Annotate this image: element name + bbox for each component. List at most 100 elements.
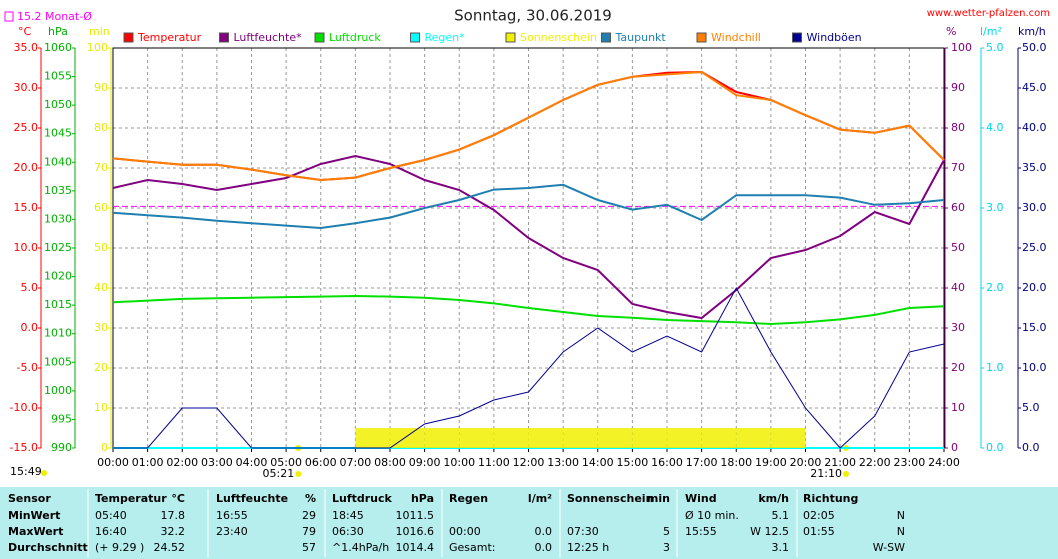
- sunshine-bar: [736, 428, 771, 448]
- legend-label: Windböen: [807, 31, 862, 44]
- table-cell: 07:30: [567, 525, 599, 538]
- x-tick-label: 14:00: [582, 456, 614, 469]
- table-cell: min: [647, 492, 670, 505]
- table-cell: 57: [302, 541, 316, 554]
- y-tick-label: 20: [951, 361, 965, 374]
- table-cell: 05:40: [95, 509, 127, 522]
- x-tick-label: 06:00: [305, 456, 337, 469]
- axis-title: hPa: [48, 25, 68, 38]
- y-tick-label: 90: [951, 81, 965, 94]
- y-tick-label: 15.0: [14, 201, 39, 214]
- x-tick-label: 04:00: [236, 456, 268, 469]
- x-tick-label: 07:00: [340, 456, 372, 469]
- table-cell: Sensor: [8, 492, 51, 505]
- table-cell: W-SW: [873, 541, 905, 554]
- table-cell: 5: [663, 525, 670, 538]
- y-tick-label: 1015: [44, 298, 72, 311]
- y-tick-label: 20: [94, 361, 108, 374]
- x-tick-label: 18:00: [720, 456, 752, 469]
- y-tick-label: 1005: [44, 355, 72, 368]
- table-cell: 5.1: [772, 509, 790, 522]
- y-tick-label: 40.0: [1022, 121, 1047, 134]
- series-line: [113, 286, 945, 449]
- sunshine-bar: [493, 428, 529, 448]
- sunshine-bar: [424, 428, 460, 448]
- y-tick-label: 30: [951, 321, 965, 334]
- y-tick-label: 10.0: [1022, 361, 1047, 374]
- sunshine-bar: [563, 428, 598, 448]
- y-tick-label: 990: [51, 441, 72, 454]
- table-cell: 24.52: [154, 541, 186, 554]
- axis-title: km/h: [1018, 25, 1046, 38]
- x-tick-label: 20:00: [790, 456, 822, 469]
- x-tick-label: 16:00: [651, 456, 683, 469]
- y-tick-label: 20.0: [14, 161, 39, 174]
- y-tick-label: -15.0: [10, 441, 38, 454]
- table-cell: MaxWert: [8, 525, 63, 538]
- legend-swatch: [505, 32, 516, 43]
- table-cell: N: [897, 509, 905, 522]
- sunrise-label: 05:21: [263, 467, 295, 480]
- table-cell: 3.1: [772, 541, 790, 554]
- axis-title: %: [946, 25, 956, 38]
- table-cell: °C: [171, 492, 185, 505]
- sunrise-dot: [295, 471, 302, 477]
- sunshine-bar: [390, 428, 425, 448]
- y-tick-label: 40: [94, 281, 108, 294]
- table-cell: 0.0: [535, 541, 553, 554]
- y-tick-label: 60: [94, 201, 108, 214]
- series-line: [112, 183, 945, 230]
- y-tick-label: 30.0: [1022, 201, 1047, 214]
- table-cell: 23:40: [216, 525, 248, 538]
- y-tick-label: 70: [951, 161, 965, 174]
- y-tick-label: 1000: [44, 384, 72, 397]
- y-tick-label: 0: [951, 441, 958, 454]
- y-tick-label: 40: [951, 281, 965, 294]
- table-cell: 0.0: [535, 525, 553, 538]
- y-tick-label: 0.0: [21, 321, 39, 334]
- y-tick-label: 1020: [44, 270, 72, 283]
- legend-label: Taupunkt: [615, 31, 667, 44]
- legend-label: Luftdruck: [329, 31, 381, 44]
- axis-title: °C: [18, 25, 32, 38]
- reference-label: 15.2 Monat-Ø: [17, 10, 92, 23]
- y-tick-label: 5.0: [21, 281, 39, 294]
- table-cell: 02:05: [803, 509, 835, 522]
- y-tick-label: 90: [94, 81, 108, 94]
- legend-swatch: [792, 32, 802, 43]
- sunshine-bar: [770, 428, 806, 448]
- table-cell: 01:55: [803, 525, 835, 538]
- y-tick-label: 1035: [44, 184, 72, 197]
- series-line: [112, 70, 945, 182]
- table-cell: km/h: [758, 492, 789, 505]
- y-tick-label: 1055: [44, 70, 72, 83]
- legend-swatch: [696, 32, 707, 43]
- y-tick-label: 80: [94, 121, 108, 134]
- table-cell: l/m²: [528, 492, 552, 505]
- table-background: [0, 487, 1058, 559]
- table-cell: 16:55: [216, 509, 248, 522]
- y-tick-label: 10: [951, 401, 965, 414]
- x-tick-label: 13:00: [547, 456, 579, 469]
- y-tick-label: 0.0: [1022, 441, 1040, 454]
- table-cell: 06:30: [332, 525, 364, 538]
- table-cell: Richtung: [803, 492, 858, 505]
- table-cell: MinWert: [8, 509, 60, 522]
- y-tick-label: 1030: [44, 212, 72, 225]
- x-tick-label: 00:00: [97, 456, 129, 469]
- table-cell: N: [897, 525, 905, 538]
- time-now: 15:49: [10, 465, 42, 478]
- legend-label: Windchill: [711, 31, 761, 44]
- x-tick-label: 01:00: [132, 456, 164, 469]
- table-cell: ^1.4hPa/h: [332, 541, 389, 554]
- table-cell: (+ 9.29 ): [95, 541, 144, 554]
- sunset-label: 21:10: [810, 467, 842, 480]
- y-tick-label: 20.0: [1022, 281, 1047, 294]
- y-tick-label: 1045: [44, 127, 72, 140]
- table-cell: 18:45: [332, 509, 364, 522]
- source: www.wetter-pfalzen.com: [927, 8, 1050, 19]
- table-cell: Sonnenschein: [567, 492, 653, 505]
- x-tick-label: 21:00: [824, 456, 856, 469]
